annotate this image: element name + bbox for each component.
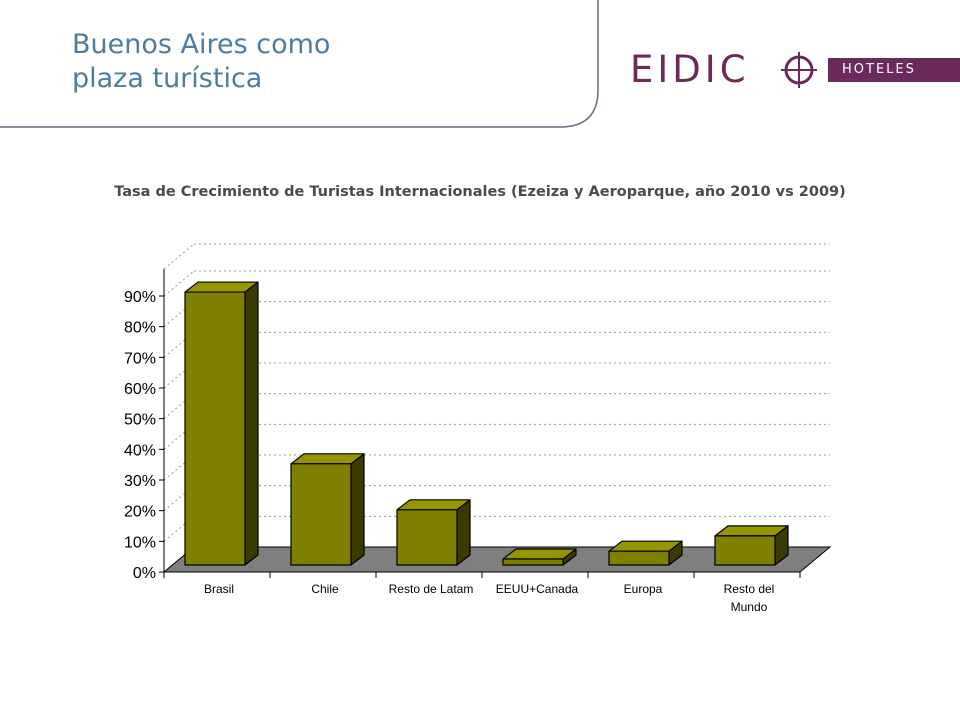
y-tick-label: 80% — [124, 320, 156, 337]
bar-eeuu-canada — [502, 548, 577, 566]
y-tick-label: 10% — [124, 534, 156, 551]
x-tick-label: Europa — [624, 582, 663, 596]
logo-tag-bar: HOTELES — [828, 58, 960, 82]
logo-wordmark: EIDIC — [630, 48, 750, 91]
gridline-diagonal — [163, 454, 195, 481]
bar-resto-de-latam — [396, 499, 471, 566]
gridline-diagonal — [163, 423, 195, 450]
y-tick-label: 0% — [133, 565, 156, 582]
y-tick-label: 40% — [124, 442, 156, 459]
gridline-diagonal — [163, 515, 195, 542]
slide-title: Buenos Aires como plaza turística — [72, 28, 330, 96]
x-tick-label: Resto de Latam — [389, 582, 474, 596]
gridline-diagonal — [163, 331, 195, 358]
crosshair-circle-icon — [781, 52, 817, 88]
gridline-diagonal — [163, 485, 195, 512]
gridline-diagonal — [163, 362, 195, 389]
x-tick-label: Mundo — [731, 600, 768, 614]
header-frame — [0, 0, 599, 128]
gridline-diagonal — [163, 301, 195, 328]
bar-chile — [290, 453, 365, 566]
gridline-diagonal — [163, 270, 195, 297]
y-tick-label: 60% — [124, 381, 156, 398]
bar-brasil — [184, 281, 259, 566]
y-tick-label: 30% — [124, 473, 156, 490]
y-tick-label: 70% — [124, 350, 156, 367]
gridline-diagonal — [163, 243, 195, 270]
bar-europa — [608, 540, 683, 566]
logo-tagline: HOTELES — [842, 62, 916, 77]
bar-resto-del-mundo — [714, 525, 789, 566]
y-tick-label: 20% — [124, 504, 156, 521]
eidico-hoteles-logo: EIDIC HOTELES — [630, 50, 960, 90]
x-tick-label: Brasil — [204, 582, 234, 596]
x-tick-label: Resto del — [724, 582, 775, 596]
chart-title: Tasa de Crecimiento de Turistas Internac… — [114, 184, 846, 200]
slide-title-line-2: plaza turística — [72, 63, 263, 94]
gridline-diagonal — [163, 393, 195, 420]
y-tick-label: 50% — [124, 412, 156, 429]
x-tick-label: EEUU+Canada — [496, 582, 579, 596]
y-tick-label: 90% — [124, 289, 156, 306]
slide-title-line-1: Buenos Aires como — [72, 29, 331, 60]
x-tick-label: Chile — [311, 582, 339, 596]
